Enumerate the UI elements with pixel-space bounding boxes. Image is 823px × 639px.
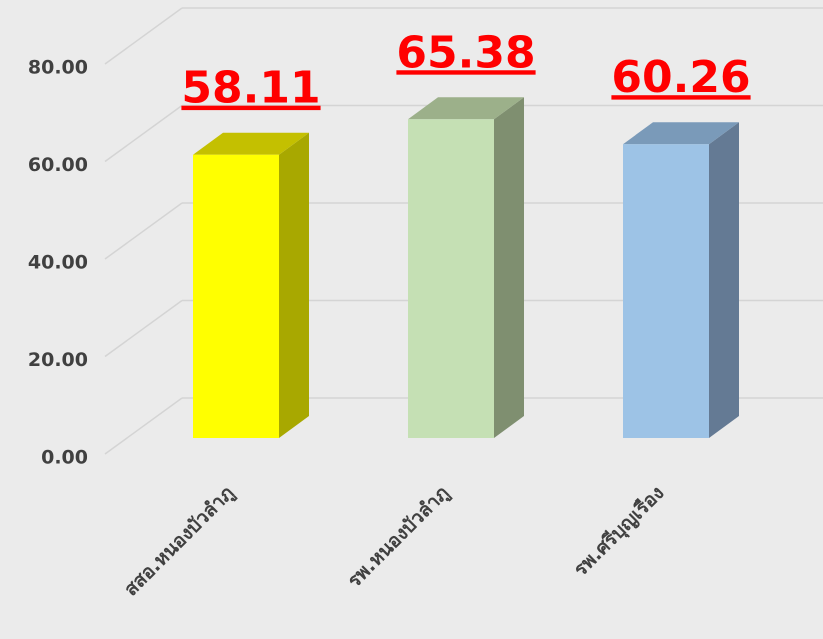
x-tick-label: รพ.หนองบัวลำภู — [343, 482, 454, 593]
grid-line — [104, 104, 183, 163]
y-tick-label: 40.00 — [28, 252, 88, 274]
bar — [193, 154, 279, 438]
y-tick-label: 80.00 — [28, 57, 88, 79]
bar-side — [709, 122, 739, 439]
value-label: 65.38 — [396, 27, 535, 78]
grid-line — [104, 202, 183, 260]
x-tick-label: สสอ.หนองบัวลำภู — [120, 482, 239, 601]
grid-line — [104, 7, 183, 65]
bar — [408, 119, 494, 439]
bar — [623, 144, 709, 439]
bar-top — [193, 132, 309, 155]
bar-side — [494, 97, 524, 439]
bar-top — [408, 97, 524, 120]
x-tick-label: รพ.ศรีบุญเรือง — [570, 482, 670, 582]
grid-line — [104, 299, 183, 358]
y-tick-label: 20.00 — [28, 349, 88, 371]
value-label: 58.11 — [181, 63, 320, 114]
y-tick-label: 60.00 — [28, 154, 88, 176]
bar-side — [279, 132, 309, 438]
bar-top — [623, 122, 739, 145]
y-tick-label: 0.00 — [41, 447, 88, 469]
grid-line — [104, 397, 183, 455]
value-label: 60.26 — [611, 52, 750, 103]
